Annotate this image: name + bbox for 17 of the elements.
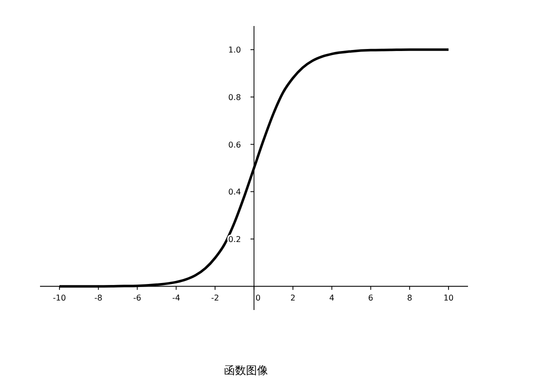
x-tick-label: -6	[133, 293, 142, 302]
y-tick-label: 0.2	[228, 235, 241, 244]
x-tick-label: 6	[368, 293, 374, 302]
x-tick-label: -4	[172, 293, 180, 302]
y-tick-label: 1.0	[228, 46, 241, 55]
y-tick-label: 0.8	[228, 93, 241, 102]
y-tick-label: 0.4	[228, 188, 241, 197]
y-tick-label: 0.6	[228, 140, 241, 150]
x-tick-label: 8	[407, 293, 412, 302]
x-tick-label: 0	[255, 293, 261, 302]
x-tick-label: -2	[211, 293, 220, 302]
x-tick-label: -8	[94, 293, 102, 302]
x-tick-label: 4	[329, 293, 334, 302]
x-axis-title: 函数图像	[224, 364, 268, 377]
x-tick-label: 10	[443, 293, 454, 302]
x-tick-label: -10	[52, 293, 66, 302]
x-tick-label: 2	[290, 293, 296, 302]
